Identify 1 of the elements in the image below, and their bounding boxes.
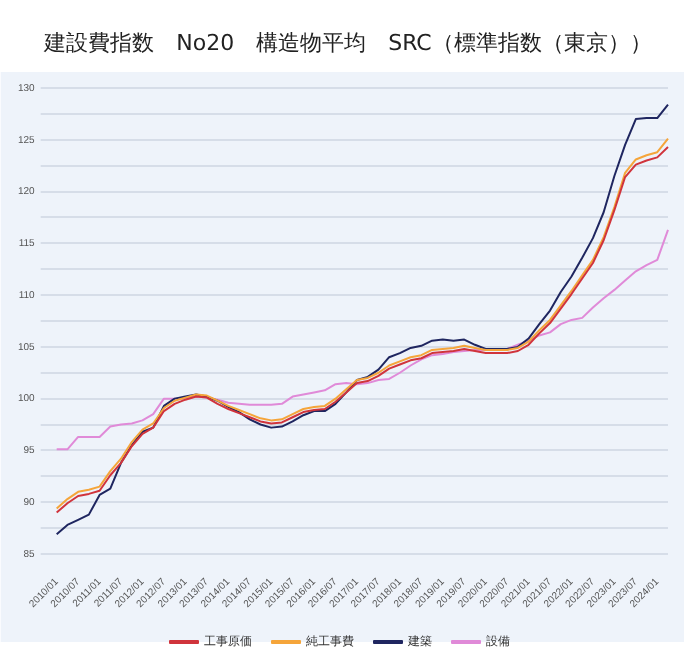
chart-title: 建設費指数 No20 構造物平均 SRC（標準指数（東京）） <box>42 28 654 60</box>
